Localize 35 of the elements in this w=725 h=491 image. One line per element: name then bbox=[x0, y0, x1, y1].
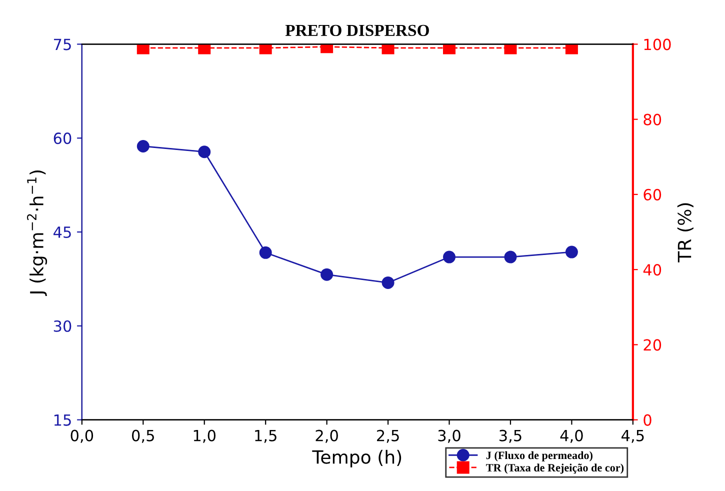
point bbox=[504, 250, 517, 264]
y-axis-title: J (kg·m$^{−2}$·h$^{−1}$) bbox=[26, 170, 48, 296]
x-tick-label: 0,5 bbox=[132, 430, 154, 443]
point bbox=[443, 250, 456, 264]
legend-label: J (Fluxo de permeado) bbox=[486, 451, 592, 462]
point bbox=[565, 246, 578, 258]
y-tick-label: 45 bbox=[54, 226, 71, 238]
y2-tick-label: 60 bbox=[644, 188, 662, 200]
x-tick-label: 4,5 bbox=[622, 430, 644, 443]
x-tick-label: 2,5 bbox=[377, 430, 399, 443]
y-tick-label: 30 bbox=[54, 320, 72, 332]
x-axis-title: Tempo (h) bbox=[312, 450, 402, 468]
y2-tick-label: 0 bbox=[644, 414, 652, 426]
x-tick-label: 0,0 bbox=[70, 430, 94, 443]
x-tick-label: 1,0 bbox=[194, 430, 216, 443]
legend-label: TR (Taxa de Rejeição de cor) bbox=[486, 464, 624, 474]
point bbox=[320, 268, 334, 281]
y2-tick-label: 80 bbox=[644, 114, 662, 126]
point bbox=[198, 146, 211, 158]
y-tick-label: 15 bbox=[54, 414, 71, 426]
x-tick-label: 3,0 bbox=[438, 430, 460, 443]
y-tick-label: 60 bbox=[54, 132, 72, 144]
x-tick-label: 2,0 bbox=[316, 430, 338, 443]
y2-tick-label: 100 bbox=[644, 38, 671, 50]
x-tick-label: 4,0 bbox=[560, 430, 583, 443]
y-tick-label: 75 bbox=[54, 38, 71, 50]
point bbox=[136, 140, 150, 152]
point bbox=[382, 276, 394, 289]
y2-tick-label: 40 bbox=[643, 264, 662, 276]
x-tick-label: 3,5 bbox=[499, 430, 522, 443]
chart-title: PRETO DISPERSO bbox=[285, 24, 429, 36]
y2-tick-label: 20 bbox=[644, 339, 662, 351]
point bbox=[259, 246, 272, 259]
x-tick-label: 1,5 bbox=[255, 430, 276, 443]
y2-axis-title: TR (%) bbox=[677, 203, 694, 262]
